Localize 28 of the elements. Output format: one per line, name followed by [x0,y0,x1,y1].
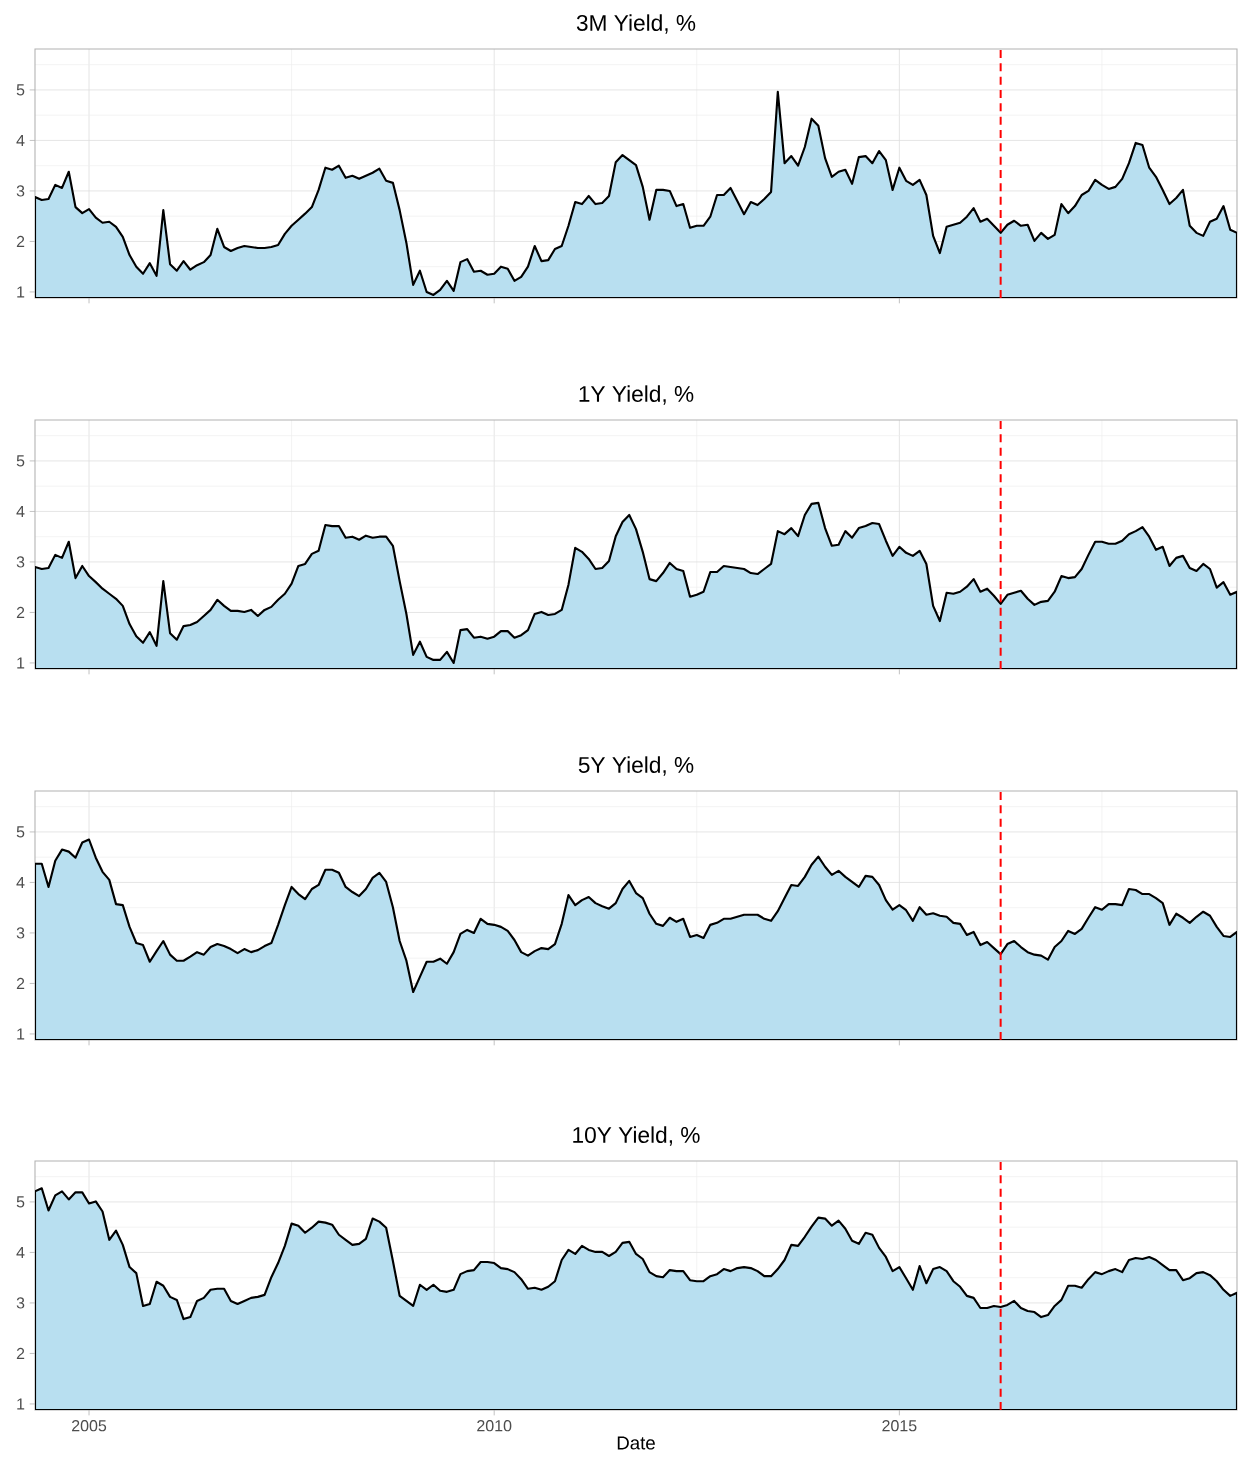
y-tick-label: 3 [16,556,25,568]
chart-title: 5Y Yield, % [578,756,694,776]
y-tick-label: 2 [16,235,25,248]
y-tick-label: 2 [16,606,25,619]
x-tick-label: 2015 [882,1420,917,1432]
y-tick-label: 5 [16,455,25,467]
y-tick-label: 1 [17,657,25,669]
y-tick-label: 1 [17,1398,25,1410]
y-tick-label: 3 [16,1297,25,1309]
y-tick-label: 2 [16,1347,25,1360]
y-tick-label: 5 [16,1196,25,1208]
y-tick-label: 4 [16,1246,25,1258]
y-tick-label: 5 [16,84,25,96]
y-tick-label: 4 [16,876,25,888]
y-tick-label: 3 [16,927,25,939]
y-tick-label: 2 [16,977,25,990]
x-axis-title: Date [617,1436,655,1450]
y-tick-label: 5 [16,826,25,838]
x-tick-label: 2005 [72,1420,107,1432]
y-tick-label: 4 [16,134,25,146]
x-tick-label: 2010 [477,1420,512,1432]
chart-title: 10Y Yield, % [573,1126,700,1146]
y-tick-label: 1 [17,286,25,298]
y-tick-label: 3 [16,185,25,197]
chart-title: 3M Yield, % [576,14,696,34]
y-tick-label: 1 [17,1028,25,1040]
y-tick-label: 4 [16,505,25,517]
chart-title: 1Y Yield, % [579,385,694,405]
